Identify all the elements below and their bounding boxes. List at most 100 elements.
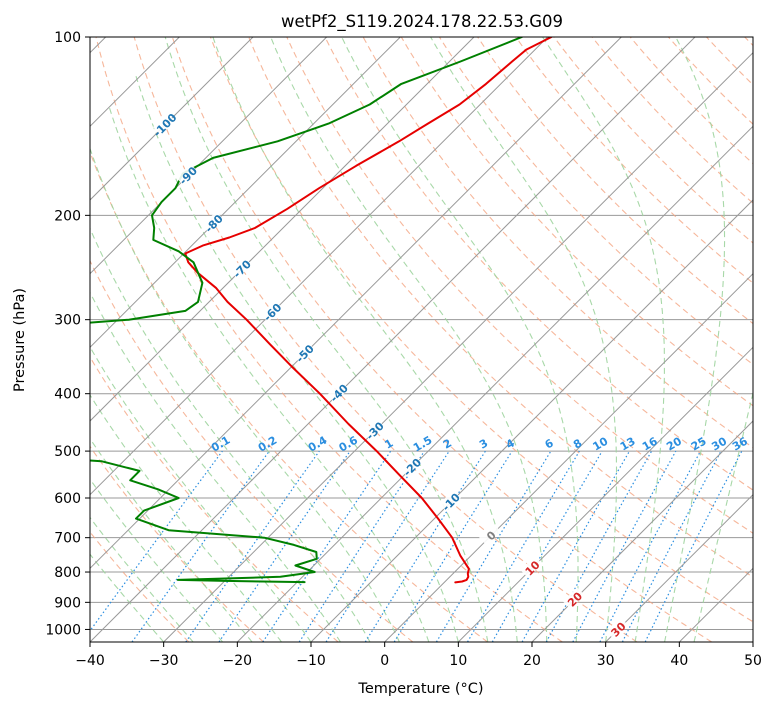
mixing-ratio-line [218, 450, 351, 642]
axis-ticks: −40 −30 −20 −10 0 10 20 30 40 50 100 200 300 400 500 60… [45, 30, 762, 669]
mixing-ratio-line [644, 450, 743, 642]
isotherm-line [605, 493, 753, 642]
moist-adiabat [270, 37, 548, 642]
x-axis-title: Temperature (°C) [357, 681, 483, 697]
x-tick-label: 40 [670, 653, 688, 669]
isotherm-label-bg [260, 300, 283, 323]
mixing-ratio-lines [90, 450, 743, 642]
moist-adiabat [90, 553, 165, 642]
isotherm-label-bg [292, 341, 315, 364]
mixing-ratio-line [90, 450, 223, 632]
dry-adiabat [133, 37, 638, 642]
dry-adiabat [400, 37, 753, 407]
y-tick-label: 600 [54, 491, 81, 507]
y-tick-label: 500 [54, 444, 81, 460]
isotherm-label-bg [229, 256, 252, 279]
y-tick-label: 400 [54, 387, 81, 403]
y-tick-label: 200 [54, 208, 81, 224]
plot-frame [89, 36, 754, 643]
moist-adiabats [90, 37, 753, 642]
isotherm-label-bg [152, 113, 175, 135]
moist-adiabat [107, 104, 430, 642]
chart-title: wetPf2_S119.2024.178.22.53.G09 [281, 12, 563, 32]
mixing-ratio-line [572, 450, 677, 642]
isotherm-line [90, 37, 401, 349]
isotherms [90, 37, 753, 642]
x-tick-label: −10 [296, 653, 326, 669]
isotherm-line [163, 51, 753, 642]
isotherm-label-bg [479, 523, 501, 546]
mixing-ratio-line [325, 450, 450, 642]
moist-adiabat [90, 146, 400, 642]
moist-adiabat [212, 37, 518, 642]
mixing-ratio-line [185, 450, 320, 642]
dry-adiabat [248, 37, 753, 578]
isotherm-label-bg [326, 380, 349, 403]
y-tick-label: 100 [54, 30, 81, 46]
isotherm-line [90, 37, 549, 496]
dry-adiabat [209, 37, 753, 623]
y-tick-label: 800 [54, 565, 81, 581]
y-axis-title: Pressure (hPa) [12, 288, 28, 392]
y-tick-label: 1000 [45, 622, 81, 638]
isotherm-line [457, 346, 753, 642]
y-tick-label: 300 [54, 313, 81, 329]
x-tick-label: 50 [744, 653, 762, 669]
isotherm-label-bg [201, 211, 224, 234]
mixing-ratio-line [298, 450, 425, 642]
isotherm-label-bg [362, 418, 385, 441]
y-tick-label: 700 [54, 531, 81, 547]
moist-adiabat [164, 37, 489, 642]
dry-adiabat [90, 259, 414, 642]
x-tick-label: −20 [223, 653, 253, 669]
dewpoint-profile [90, 37, 523, 324]
x-tick-label: 10 [449, 653, 467, 669]
x-tick-label: 20 [523, 653, 541, 669]
isotherm-label-bg [562, 587, 585, 610]
plot-background [90, 37, 753, 642]
sounding-series [90, 37, 553, 584]
moist-adiabat [664, 37, 726, 642]
isotherm-line [90, 37, 622, 570]
dewpoint-profile [90, 459, 318, 584]
isotherm-line [90, 37, 475, 422]
isotherm-line [90, 37, 696, 642]
mixing-ratio-line [545, 450, 653, 642]
moist-adiabat [430, 37, 618, 642]
isotherm-line [310, 199, 753, 642]
moist-adiabat [693, 390, 753, 642]
moist-adiabat [90, 437, 253, 642]
x-tick-label: 30 [597, 653, 615, 669]
moist-adiabat [90, 393, 282, 642]
x-tick-label: −40 [75, 653, 105, 669]
isotherm-line [531, 420, 753, 642]
isotherm-label-bg [400, 455, 423, 478]
dry-adiabat [591, 37, 753, 204]
dry-adiabat [324, 37, 753, 491]
isotherm-line [236, 125, 753, 642]
dry-adiabat [90, 445, 264, 642]
mixing-ratio-line [262, 450, 392, 642]
x-tick-label: −30 [149, 653, 179, 669]
isotherm-label-bg [606, 617, 629, 640]
isotherm-label-bg [176, 163, 198, 186]
temperature-profile [184, 37, 553, 584]
dry-adiabat [515, 37, 753, 284]
dry-adiabat [95, 37, 563, 642]
dry-adiabat [171, 37, 712, 642]
plot-area [90, 37, 753, 642]
isotherm-line [90, 37, 254, 201]
moist-adiabat [90, 227, 371, 642]
moist-adiabat [90, 291, 341, 642]
isotherm-line [90, 37, 328, 275]
isotherm-label-bg [438, 489, 461, 512]
mixing-ratio-line [521, 450, 631, 642]
moist-adiabat [134, 72, 459, 642]
mixing-ratio-line [131, 450, 270, 642]
dry-adiabat [629, 37, 753, 165]
moist-adiabat [542, 37, 665, 642]
y-tick-label: 900 [54, 595, 81, 611]
isotherm-label-bg [520, 555, 543, 578]
mixing-ratio-line [393, 450, 513, 642]
